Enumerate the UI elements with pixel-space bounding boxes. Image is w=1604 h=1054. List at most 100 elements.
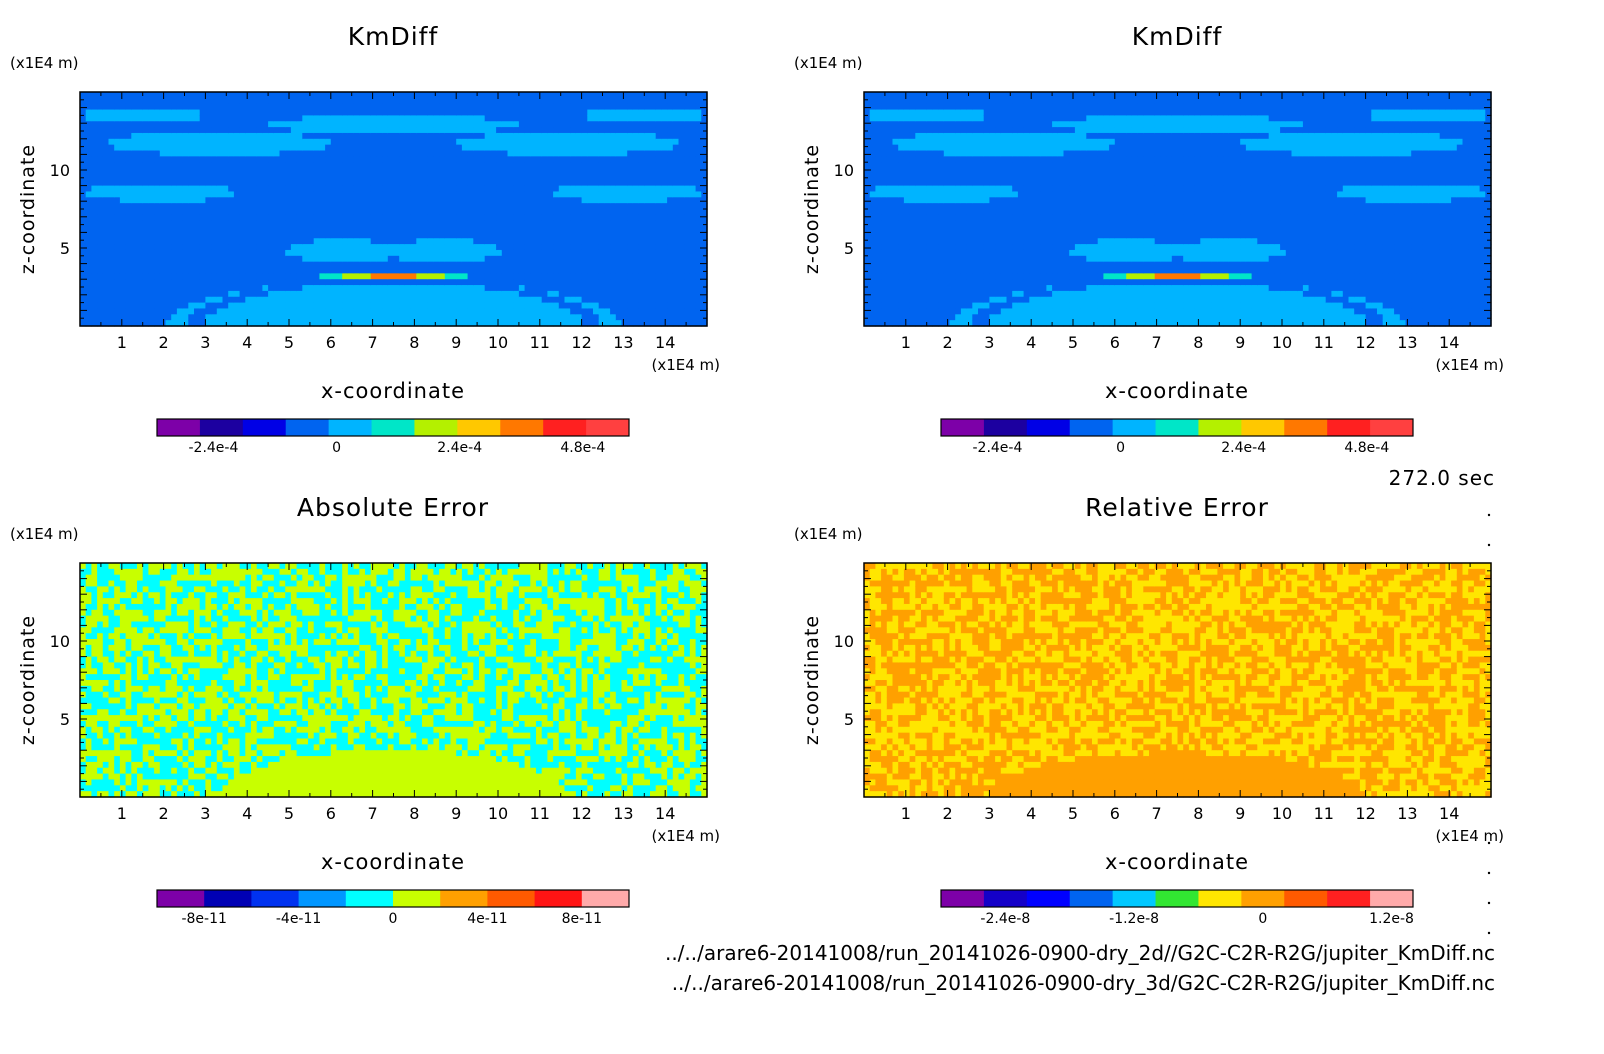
heatmap-cell <box>109 256 115 262</box>
heatmap-cell <box>217 121 223 127</box>
heatmap-cell <box>405 174 411 180</box>
heatmap-cell <box>382 262 388 268</box>
heatmap-cell <box>126 314 132 320</box>
heatmap-cell <box>200 180 206 186</box>
heatmap-cell <box>428 221 434 227</box>
heatmap-cell <box>177 244 183 250</box>
heatmap-cell <box>234 291 240 297</box>
heatmap-cell <box>177 151 183 157</box>
heatmap-cell <box>257 297 263 303</box>
heatmap-cell <box>217 232 223 238</box>
heatmap-cell <box>411 256 417 262</box>
heatmap-cell <box>422 156 428 162</box>
heatmap-cell <box>291 104 297 110</box>
heatmap-cell <box>314 273 320 279</box>
heatmap-cell <box>416 238 422 244</box>
heatmap-cell <box>200 303 206 309</box>
heatmap-cell <box>428 285 434 291</box>
heatmap-cell <box>171 145 177 151</box>
heatmap-cell <box>154 250 160 256</box>
heatmap-cell <box>154 186 160 192</box>
heatmap-cell <box>177 221 183 227</box>
heatmap-cell <box>171 98 177 104</box>
heatmap-cell <box>188 110 194 116</box>
heatmap-cell <box>291 121 297 127</box>
heatmap-cell <box>331 291 337 297</box>
heatmap-cell <box>143 285 149 291</box>
heatmap-cell <box>428 121 434 127</box>
heatmap-cell <box>91 92 97 98</box>
heatmap-cell <box>262 314 268 320</box>
heatmap-cell <box>234 203 240 209</box>
heatmap-cell <box>314 186 320 192</box>
heatmap-cell <box>154 238 160 244</box>
heatmap-cell <box>234 151 240 157</box>
heatmap-cell <box>416 279 422 285</box>
heatmap-cell <box>109 115 115 121</box>
heatmap-cell <box>80 238 86 244</box>
heatmap-cell <box>268 139 274 145</box>
heatmap-cell <box>234 215 240 221</box>
heatmap-cell <box>422 250 428 256</box>
heatmap-cell <box>109 215 115 221</box>
heatmap-cell <box>97 115 103 121</box>
heatmap-cell <box>205 92 211 98</box>
heatmap-cell <box>354 238 360 244</box>
heatmap-cell <box>97 256 103 262</box>
heatmap-cell <box>411 139 417 145</box>
heatmap-cell <box>245 98 251 104</box>
heatmap-cell <box>297 221 303 227</box>
heatmap-cell <box>137 98 143 104</box>
heatmap-cell <box>365 156 371 162</box>
heatmap-cell <box>131 162 137 168</box>
heatmap-cell <box>399 291 405 297</box>
heatmap-cell <box>388 244 394 250</box>
heatmap-cell <box>280 139 286 145</box>
heatmap-cell <box>274 180 280 186</box>
heatmap-cell <box>280 162 286 168</box>
heatmap-cell <box>302 197 308 203</box>
heatmap-cell <box>103 268 109 274</box>
heatmap-cell <box>405 139 411 145</box>
heatmap-cell <box>422 221 428 227</box>
heatmap-cell <box>97 156 103 162</box>
heatmap-cell <box>177 203 183 209</box>
heatmap-cell <box>280 174 286 180</box>
heatmap-cell <box>422 203 428 209</box>
heatmap-cell <box>405 162 411 168</box>
heatmap-cell <box>280 133 286 139</box>
heatmap-cell <box>177 308 183 314</box>
heatmap-cell <box>103 92 109 98</box>
heatmap-cell <box>194 139 200 145</box>
heatmap-cell <box>97 133 103 139</box>
heatmap-cell <box>166 151 172 157</box>
heatmap-cell <box>302 156 308 162</box>
heatmap-cell <box>177 238 183 244</box>
heatmap-cell <box>388 250 394 256</box>
heatmap-cell <box>257 121 263 127</box>
heatmap-cell <box>280 215 286 221</box>
heatmap-cell <box>280 256 286 262</box>
heatmap-cell <box>314 232 320 238</box>
heatmap-cell <box>240 162 246 168</box>
heatmap-cell <box>143 168 149 174</box>
heatmap-cell <box>416 297 422 303</box>
heatmap-cell <box>171 308 177 314</box>
heatmap-cell <box>166 227 172 233</box>
heatmap-cell <box>109 133 115 139</box>
heatmap-cell <box>223 197 229 203</box>
heatmap-cell <box>154 104 160 110</box>
heatmap-cell <box>200 262 206 268</box>
heatmap-cell <box>228 238 234 244</box>
heatmap-cell <box>302 191 308 197</box>
heatmap-cell <box>428 98 434 104</box>
heatmap-cell <box>274 203 280 209</box>
heatmap-cell <box>223 314 229 320</box>
heatmap-cell <box>428 151 434 157</box>
heatmap-cell <box>302 314 308 320</box>
heatmap-cell <box>80 262 86 268</box>
heatmap-cell <box>314 139 320 145</box>
heatmap-cell <box>280 244 286 250</box>
heatmap-cell <box>205 279 211 285</box>
heatmap-cell <box>120 291 126 297</box>
